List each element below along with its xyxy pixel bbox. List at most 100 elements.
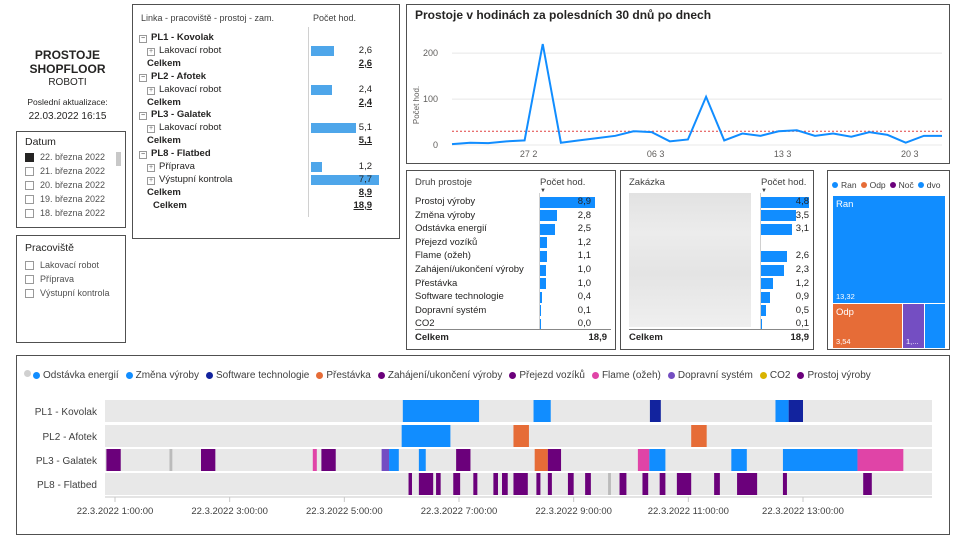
matrix-row-label: Celkem <box>147 57 181 70</box>
downtime-type-label[interactable]: CO2 <box>415 318 435 330</box>
date-option[interactable]: 22. března 2022 <box>17 150 125 164</box>
checkbox[interactable] <box>25 180 34 190</box>
matrix-row-value: 5,1 <box>358 122 372 134</box>
date-option[interactable]: 21. března 2022 <box>17 164 125 178</box>
downtime-type-label[interactable]: Dopravní systém <box>415 304 487 316</box>
checkbox[interactable] <box>25 152 34 162</box>
timeline-segment <box>737 473 758 495</box>
treemap-tile[interactable]: 1,... <box>903 304 924 348</box>
downtime-value: 1,0 <box>577 277 591 289</box>
downtime-type-table: Druh prostoje Počet hod. ▼ Prostoj výrob… <box>406 170 616 350</box>
timeline-legend-item[interactable]: Přejezd vozíků <box>509 370 585 381</box>
matrix-row-label: + Lakovací robot <box>147 83 221 96</box>
workplace-slicer: Pracoviště Lakovací robot Příprava Výstupn… <box>16 235 126 343</box>
workplace-option[interactable]: Lakovací robot <box>17 258 125 272</box>
collapse-icon[interactable]: − <box>139 151 147 160</box>
legend-dot-icon <box>125 372 133 379</box>
downtime-type-label[interactable]: Přejezd vozíků <box>415 236 478 248</box>
collapse-icon[interactable]: − <box>139 112 147 121</box>
timeline-segment <box>381 449 390 471</box>
treemap-tile[interactable]: Ran 13,32 <box>833 196 945 303</box>
timeline-legend-item[interactable]: Zahájení/ukončení výroby <box>377 370 502 381</box>
order-value: 1,2 <box>795 277 809 289</box>
date-option-label: 19. března 2022 <box>40 194 106 204</box>
checkbox[interactable] <box>25 166 34 176</box>
treemap-legend-item[interactable]: Odp <box>860 180 886 190</box>
order-divider <box>760 193 761 329</box>
matrix-row: Celkem 2,6 <box>133 57 398 70</box>
date-slicer-scrollbar[interactable] <box>116 152 121 166</box>
timeline-segment <box>502 473 508 495</box>
expand-icon[interactable]: + <box>147 164 155 172</box>
collapse-icon[interactable]: − <box>139 73 147 82</box>
matrix-row[interactable]: − PL3 - Galatek <box>133 108 398 121</box>
treemap-tile[interactable]: Odp 3,54 <box>833 304 902 348</box>
treemap-legend-item[interactable]: dvo <box>917 180 941 190</box>
timeline-segment <box>649 449 666 471</box>
treemap-legend-item[interactable]: Noč <box>889 180 914 190</box>
downtime-header-type[interactable]: Druh prostoje <box>415 177 473 188</box>
downtime-type-label[interactable]: Změna výroby <box>415 209 476 221</box>
timeline-segment <box>536 473 541 495</box>
chart-title: Prostoje v hodinách za polesdních 30 dnů… <box>415 8 712 22</box>
timeline-legend-item[interactable]: Přestávka <box>316 370 371 381</box>
collapse-icon[interactable]: − <box>139 35 147 43</box>
downtime-bar <box>540 237 548 249</box>
timeline-legend: Odstávka energií Změna výroby Software tec… <box>24 370 878 381</box>
workplace-slicer-list: Lakovací robot Příprava Výstupní kontrola <box>17 258 125 300</box>
matrix-row-text: Celkem <box>147 186 181 198</box>
matrix-header-line[interactable]: Linka - pracoviště - prostoj - zam. <box>141 13 275 23</box>
matrix-row[interactable]: − PL2 - Afotek <box>133 70 398 83</box>
downtime-type-label[interactable]: Software technologie <box>415 291 504 303</box>
workplace-option[interactable]: Výstupní kontrola <box>17 286 125 300</box>
date-option[interactable]: 18. března 2022 <box>17 206 125 220</box>
order-header-order[interactable]: Zakázka <box>629 177 665 188</box>
order-value: 4,8 <box>795 196 809 207</box>
y-axis-label: Počet hod. <box>412 86 421 124</box>
expand-icon[interactable]: + <box>147 86 155 95</box>
expand-icon[interactable]: + <box>147 47 155 56</box>
downtime-type-label[interactable]: Prostoj výroby <box>415 196 476 207</box>
expand-icon[interactable]: + <box>147 176 155 185</box>
timeline-segment <box>782 449 858 471</box>
downtime-type-label[interactable]: Přestávka <box>415 277 458 289</box>
matrix-row[interactable]: − PL1 - Kovolak <box>133 31 398 44</box>
workplace-option-label: Lakovací robot <box>40 260 100 270</box>
workplace-option[interactable]: Příprava <box>17 272 125 286</box>
checkbox[interactable] <box>25 194 34 204</box>
date-option[interactable]: 19. března 2022 <box>17 192 125 206</box>
matrix-row[interactable]: − PL8 - Flatbed <box>133 147 398 160</box>
order-value: 3,5 <box>795 209 809 221</box>
downtime-type-label[interactable]: Flame (ožeh) <box>415 250 471 262</box>
report-title: PROSTOJE <box>34 48 101 62</box>
downtime-type-label[interactable]: Odstávka energií <box>415 223 487 235</box>
timeline-legend-item[interactable]: CO2 <box>759 370 790 381</box>
timeline-legend-item[interactable]: Software technologie <box>205 370 309 381</box>
legend-dot-icon <box>860 182 867 188</box>
timeline-legend-item[interactable]: Odstávka energií <box>33 370 119 381</box>
date-option[interactable]: 20. března 2022 <box>17 178 125 192</box>
sort-desc-icon[interactable]: ▼ <box>540 188 546 194</box>
downtime-value: 0,4 <box>577 291 591 303</box>
checkbox[interactable] <box>25 208 34 218</box>
series-line <box>451 43 942 146</box>
timeline-segment <box>585 473 591 495</box>
treemap-legend-item[interactable]: Ran <box>832 180 857 190</box>
timeline-legend-item[interactable]: Prostoj výroby <box>797 370 871 381</box>
timeline-legend-item[interactable]: Dopravní systém <box>667 370 753 381</box>
checkbox[interactable] <box>25 274 34 284</box>
x-tick-label: 22.3.2022 1:00:00 <box>77 506 154 517</box>
treemap-tile[interactable] <box>925 304 945 348</box>
downtime-type-label[interactable]: Zahájení/ukončení výroby <box>415 264 524 275</box>
matrix-row-label: − PL1 - Kovolak <box>139 31 214 44</box>
timeline-legend-item[interactable]: Flame (ožeh) <box>591 370 661 381</box>
checkbox[interactable] <box>25 260 34 270</box>
checkbox[interactable] <box>25 288 34 298</box>
sort-desc-icon[interactable]: ▼ <box>761 188 767 194</box>
downtime-header-hours[interactable]: Počet hod. <box>540 177 586 188</box>
expand-icon[interactable]: + <box>147 125 155 134</box>
matrix-row-label: Celkem <box>147 186 181 199</box>
timeline-legend-item[interactable]: Změna výroby <box>125 370 199 381</box>
order-header-hours[interactable]: Počet hod. <box>761 177 807 188</box>
matrix-header-hours[interactable]: Počet hod. <box>313 13 357 23</box>
